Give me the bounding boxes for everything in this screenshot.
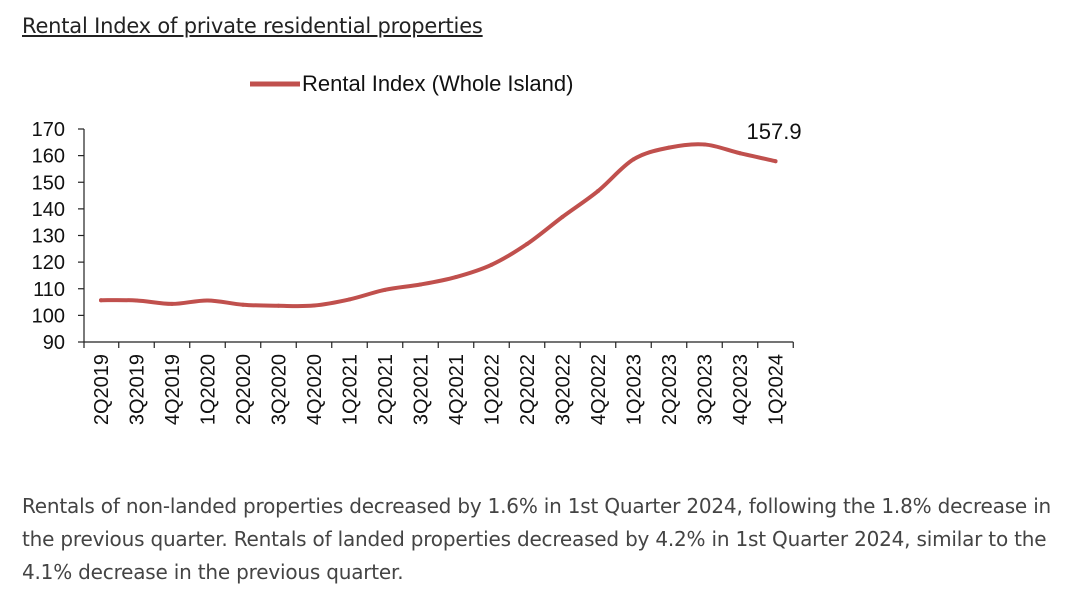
plot-area	[99, 142, 778, 309]
x-tick-label: 4Q2023	[730, 354, 752, 425]
data-point	[134, 298, 139, 303]
x-tick-label: 3Q2022	[553, 354, 575, 425]
x-axis: 2Q2019 3Q2019 4Q2019 1Q2020 2Q2020 3Q2020 4Q20…	[83, 341, 794, 425]
data-point	[667, 145, 671, 150]
x-tick-label: 1Q2022	[482, 354, 504, 425]
data-point	[276, 303, 281, 308]
x-tick-label: 2Q2023	[659, 354, 681, 425]
x-tick-label: 2Q2022	[517, 354, 539, 425]
y-tick-label: 170	[32, 119, 65, 141]
data-point	[418, 282, 423, 287]
series-line	[99, 142, 778, 309]
y-tick-label: 120	[32, 252, 65, 274]
x-tick-label: 1Q2023	[624, 354, 646, 425]
y-tick-label: 90	[43, 332, 65, 354]
data-point	[596, 189, 600, 194]
x-tick-label: 3Q2019	[127, 354, 149, 425]
data-point	[525, 242, 529, 247]
rental-index-chart: Rental Index (Whole Island) 90 100 110 120 1…	[32, 71, 802, 425]
y-tick-label: 150	[32, 172, 65, 194]
x-tick-label: 4Q2020	[304, 354, 326, 425]
data-point	[454, 275, 458, 280]
y-axis: 90 100 110 120 130 140 150 160 170	[32, 119, 85, 354]
y-tick-label: 160	[32, 146, 65, 168]
x-tick-label: 3Q2021	[411, 354, 433, 425]
x-tick-label: 4Q2022	[588, 354, 610, 425]
x-tick-label: 2Q2019	[91, 354, 113, 425]
data-point	[702, 142, 707, 147]
last-value-label: 157.9	[747, 119, 802, 144]
data-point	[738, 151, 742, 156]
data-point	[170, 301, 174, 306]
x-tick-label: 4Q2019	[162, 354, 184, 425]
data-point	[205, 298, 210, 303]
x-tick-label: 4Q2021	[446, 354, 468, 425]
x-tick-label: 2Q2020	[233, 354, 255, 425]
data-point	[489, 262, 494, 267]
y-tick-label: 130	[32, 226, 65, 248]
data-point	[560, 214, 565, 219]
x-tick-label: 2Q2021	[375, 354, 397, 425]
x-tick-label: 1Q2020	[198, 354, 220, 425]
legend-label: Rental Index (Whole Island)	[302, 71, 573, 96]
data-point	[773, 159, 778, 164]
y-tick-label: 100	[32, 305, 65, 327]
data-point	[631, 157, 636, 162]
chart-description: Rentals of non-landed properties decreas…	[22, 494, 1052, 584]
x-tick-label: 3Q2023	[695, 354, 717, 425]
y-tick-label: 110	[33, 279, 65, 301]
x-tick-label: 1Q2021	[340, 354, 362, 425]
page-title: Rental Index of private residential prop…	[22, 14, 483, 38]
y-tick-label: 140	[32, 199, 65, 221]
annotations: 157.9	[747, 119, 802, 144]
data-point	[312, 303, 316, 308]
data-point	[241, 302, 245, 307]
data-point	[99, 298, 103, 303]
x-tick-label: 1Q2024	[766, 354, 788, 425]
chart-legend: Rental Index (Whole Island)	[250, 71, 573, 96]
data-point	[347, 297, 352, 302]
x-tick-label: 3Q2020	[269, 354, 291, 425]
data-point	[383, 287, 387, 292]
